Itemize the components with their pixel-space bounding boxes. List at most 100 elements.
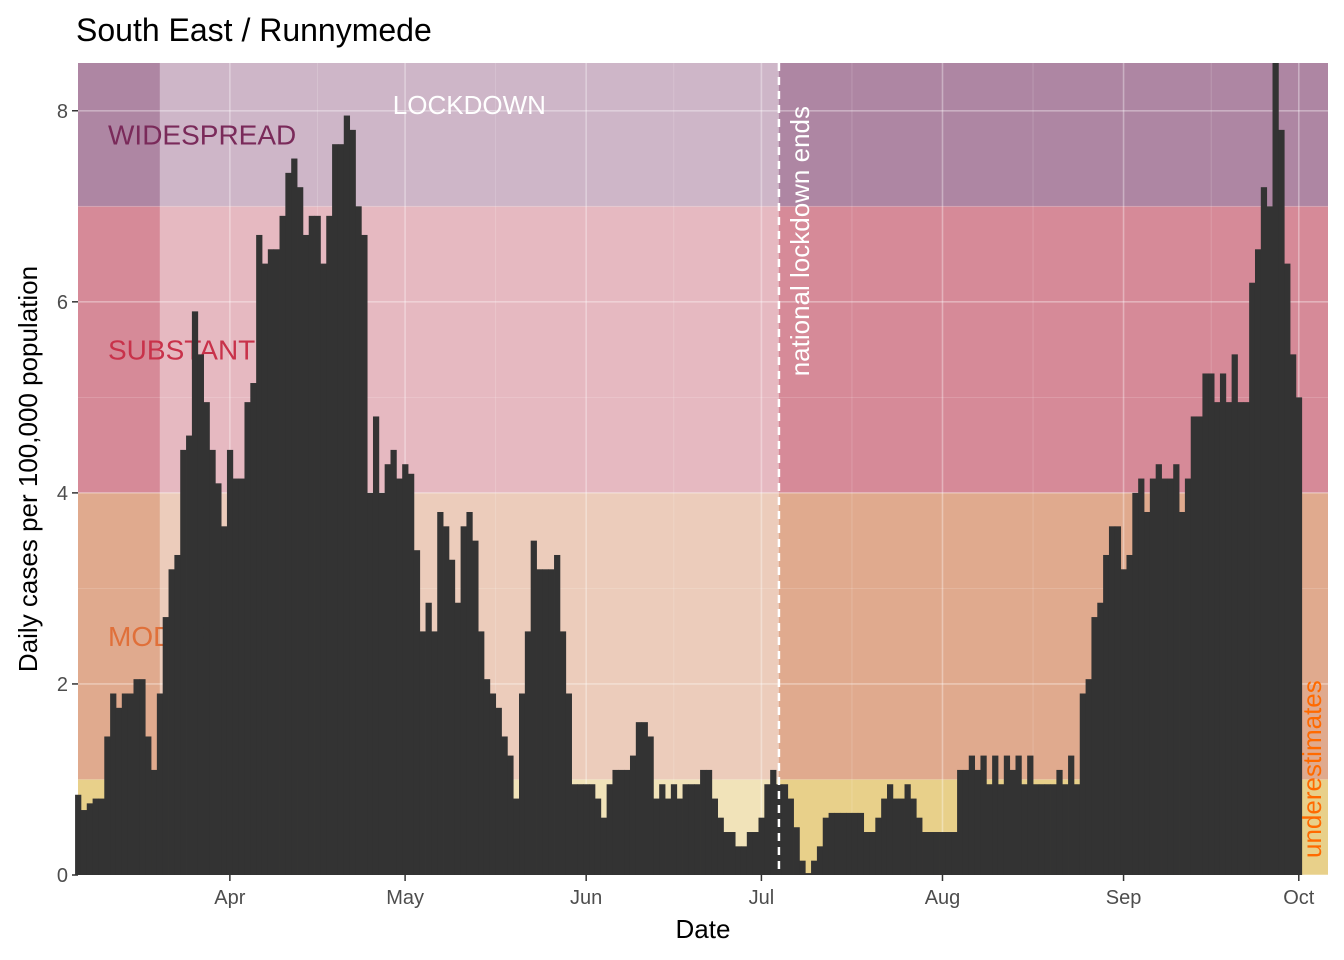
bar xyxy=(986,784,993,875)
bar xyxy=(565,693,572,875)
bar xyxy=(945,832,952,875)
plot-panel: MODERATESUBSTANTIALWIDESPREAD LOCKDOWN n… xyxy=(75,63,1328,876)
bar xyxy=(431,631,438,875)
bar xyxy=(1103,554,1110,875)
x-tick-label: May xyxy=(386,887,424,909)
x-tick-label: Jul xyxy=(749,887,775,909)
bar xyxy=(980,755,987,875)
bar xyxy=(606,784,613,875)
bar xyxy=(390,449,397,875)
bar xyxy=(787,798,794,875)
bar xyxy=(717,817,724,875)
bar xyxy=(1033,784,1040,875)
bar xyxy=(232,478,240,875)
bar xyxy=(1249,282,1256,875)
bar xyxy=(776,784,783,875)
bar xyxy=(448,559,456,875)
bar xyxy=(811,860,818,875)
bar xyxy=(740,846,748,875)
bar xyxy=(1138,478,1145,875)
bar xyxy=(933,832,940,875)
bar xyxy=(1132,492,1139,875)
bar xyxy=(110,693,117,875)
bar xyxy=(1038,784,1046,875)
bar xyxy=(624,769,631,875)
bar xyxy=(174,554,181,875)
x-tick-label: Aug xyxy=(925,887,961,909)
bar xyxy=(992,755,999,875)
bar xyxy=(752,832,759,875)
bar xyxy=(688,784,695,875)
bar xyxy=(244,402,251,875)
bar xyxy=(577,784,584,875)
y-tick-label: 8 xyxy=(57,101,68,123)
bar xyxy=(723,832,730,875)
bar xyxy=(968,755,976,875)
bar xyxy=(869,832,876,875)
bar xyxy=(197,354,204,875)
bar xyxy=(1079,693,1086,875)
bar xyxy=(548,569,555,875)
bar xyxy=(1120,569,1127,875)
bar xyxy=(653,798,660,875)
bar xyxy=(483,679,491,875)
bar xyxy=(927,832,935,875)
bar xyxy=(840,812,847,875)
band-label-widespread: WIDESPREAD xyxy=(108,120,296,151)
bar xyxy=(1272,63,1279,875)
bar xyxy=(530,540,537,875)
bar xyxy=(267,249,275,875)
bar xyxy=(781,784,789,875)
bar xyxy=(799,860,806,875)
bar xyxy=(583,784,590,875)
bar xyxy=(75,794,82,875)
underestimates-label: underestimates xyxy=(1297,680,1327,858)
bar xyxy=(828,812,835,875)
bar xyxy=(1295,397,1303,875)
bar xyxy=(916,817,923,875)
bar xyxy=(670,784,678,875)
bar xyxy=(115,707,123,875)
bar xyxy=(302,234,310,875)
bar xyxy=(186,435,193,875)
bar xyxy=(384,464,391,875)
bar xyxy=(104,736,111,875)
bar xyxy=(846,812,853,875)
bar xyxy=(1085,679,1092,875)
bar xyxy=(1097,602,1104,875)
bar xyxy=(886,784,894,875)
bar xyxy=(501,736,508,875)
bar xyxy=(1214,402,1221,875)
bar xyxy=(156,693,164,875)
bar xyxy=(1144,511,1151,875)
bar xyxy=(367,492,374,875)
bar xyxy=(922,832,929,875)
bar xyxy=(139,679,146,875)
bar xyxy=(1243,402,1250,875)
bar xyxy=(1056,769,1063,875)
bar xyxy=(910,798,917,875)
bar xyxy=(314,215,321,876)
bar xyxy=(1208,373,1215,875)
bar xyxy=(1149,478,1157,875)
bars xyxy=(75,63,1303,876)
bar xyxy=(203,402,210,875)
bar xyxy=(793,827,800,875)
bar xyxy=(221,526,228,875)
bar xyxy=(974,769,981,875)
bar xyxy=(816,846,824,875)
y-tick-label: 6 xyxy=(57,292,68,314)
bar xyxy=(297,187,304,875)
bar xyxy=(460,526,467,875)
bar xyxy=(168,569,175,875)
bar xyxy=(308,215,315,876)
bar xyxy=(1231,354,1238,875)
bar xyxy=(226,449,234,875)
bar xyxy=(1173,464,1180,875)
bar xyxy=(1068,755,1075,875)
bar xyxy=(437,511,444,875)
bar xyxy=(1126,554,1133,875)
bar xyxy=(682,784,689,875)
bar xyxy=(863,832,870,875)
bar xyxy=(408,473,415,875)
